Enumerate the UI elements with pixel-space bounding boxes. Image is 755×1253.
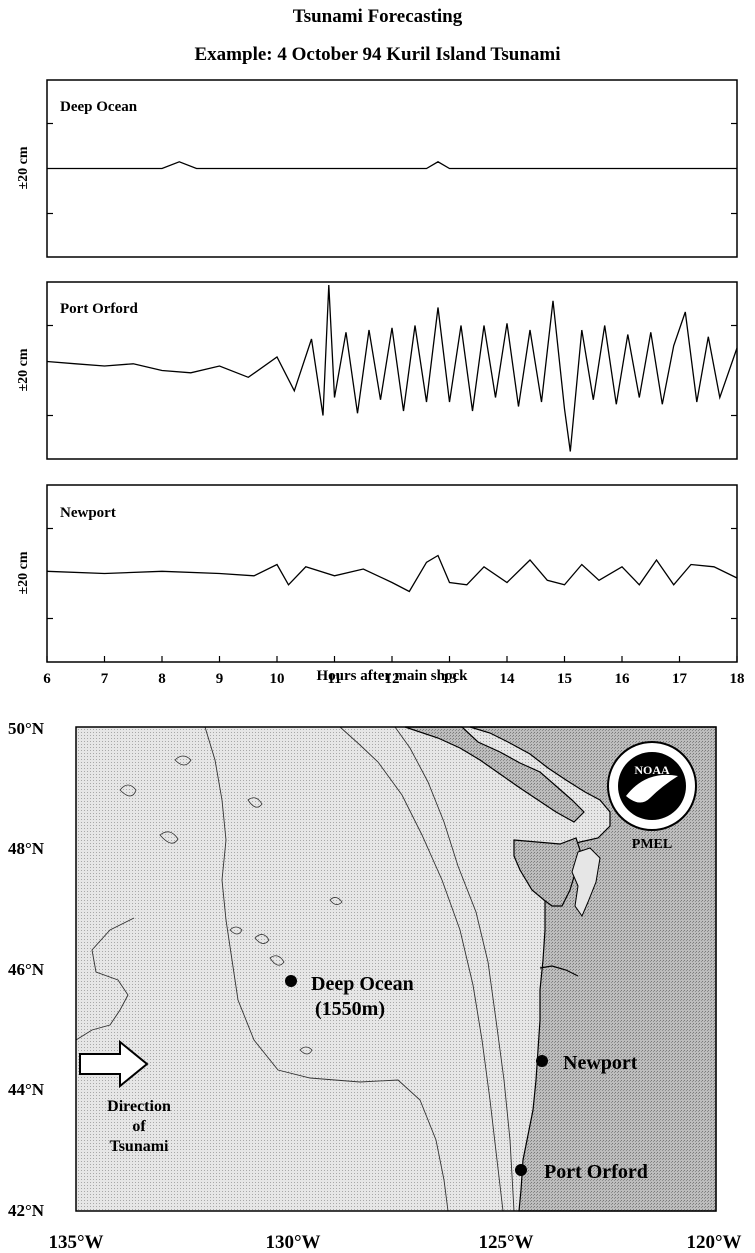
x-tick-label: 16: [615, 671, 631, 687]
lat-label-50: 50°N: [8, 719, 45, 738]
map-frame: [75, 726, 717, 1212]
x-tick-label: 13: [442, 671, 457, 687]
series-line-deep-ocean: [47, 161, 737, 170]
noaa-logo: NOAA PMEL: [607, 741, 697, 852]
x-axis-label: Hours after main shock: [317, 668, 469, 684]
panel-frame-newport: [46, 484, 738, 663]
x-tick-label: 11: [327, 671, 341, 687]
ylabel-newport: ±20 cm: [16, 551, 31, 594]
page-title: Tsunami Forecasting: [292, 6, 463, 27]
x-tick-label: 9: [216, 671, 224, 687]
ylabel-deep-ocean: ±20 cm: [16, 146, 31, 189]
arrow-label-line1: Direction: [107, 1098, 171, 1115]
panel-y-ticks: [47, 122, 737, 620]
arrow-label-line3: Tsunami: [110, 1138, 170, 1155]
pmel-caption: PMEL: [632, 837, 672, 852]
deep-ocean-depth: (1550m): [315, 998, 385, 1020]
contour-shelf: [339, 726, 504, 1212]
lat-label-42: 42°N: [8, 1201, 45, 1220]
x-tick-label: 6: [43, 671, 51, 687]
port-orford-marker: [515, 1164, 527, 1176]
x-tick-label: 10: [270, 671, 285, 687]
lon-label-125: 125°W: [478, 1232, 533, 1253]
newport-label: Newport: [563, 1052, 638, 1074]
vancouver-island: [404, 726, 585, 823]
x-tick-label: 12: [385, 671, 400, 687]
lon-label-135: 135°W: [48, 1232, 103, 1253]
olympic-peninsula: [513, 837, 581, 907]
lon-label-120: 120°W: [686, 1232, 741, 1253]
x-tick-label: 7: [101, 671, 109, 687]
deep-ocean-marker: [285, 975, 297, 987]
page-subtitle: Example: 4 October 94 Kuril Island Tsuna…: [194, 44, 561, 65]
x-tick-label: 15: [557, 671, 572, 687]
x-tick-label: 17: [672, 671, 688, 687]
contour-deep: [75, 726, 449, 1212]
lon-label-130: 130°W: [265, 1232, 320, 1253]
panel-label-newport: Newport: [60, 505, 116, 521]
deep-ocean-label: Deep Ocean: [311, 973, 414, 995]
panel-frame-port-orford: [46, 281, 738, 460]
series-line-port-orford: [46, 284, 738, 452]
columbia-river: [539, 965, 579, 977]
map: 50°N 48°N 46°N 44°N 42°N 135°W 130°W 125…: [8, 719, 742, 1253]
x-ticks: 6 7 8 9 10 11 12 13 14 15 16 17 18: [43, 656, 745, 687]
lat-label-46: 46°N: [8, 960, 45, 979]
lat-label-48: 48°N: [8, 839, 45, 858]
newport-marker: [536, 1055, 548, 1067]
tsunami-direction-arrow: [79, 1039, 149, 1089]
x-tick-label: 8: [158, 671, 166, 687]
svg-text:NOAA: NOAA: [634, 763, 670, 777]
panel-label-deep-ocean: Deep Ocean: [60, 99, 138, 115]
arrow-label-line2: of: [132, 1118, 146, 1135]
contour-slope: [394, 726, 515, 1212]
panel-label-port-orford: Port Orford: [60, 301, 139, 317]
port-orford-label: Port Orford: [544, 1161, 648, 1183]
x-tick-label: 18: [730, 671, 745, 687]
seamounts: [119, 755, 343, 1055]
series-group: [46, 161, 738, 593]
puget-sound: [571, 847, 601, 918]
lat-label-44: 44°N: [8, 1080, 45, 1099]
x-tick-label: 14: [500, 671, 516, 687]
series-line-newport: [46, 554, 738, 593]
ylabel-port-orford: ±20 cm: [16, 348, 31, 391]
